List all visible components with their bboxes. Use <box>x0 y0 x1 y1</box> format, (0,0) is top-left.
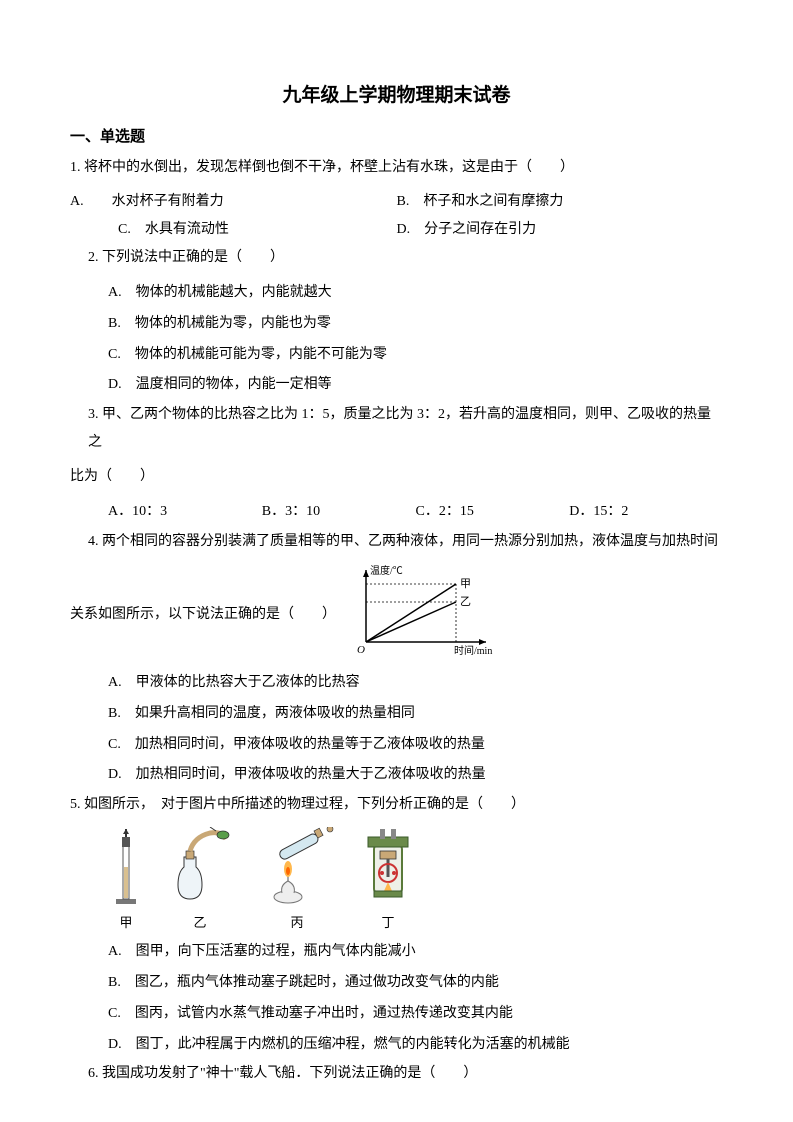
q2-opt-d: D. 温度相同的物体，内能一定相等 <box>70 370 723 401</box>
fig-bing: 丙 <box>258 827 336 931</box>
q5-opt-b: B. 图乙，瓶内气体推动塞子跳起时，通过做功改变气体的内能 <box>70 968 723 999</box>
fig-bing-label: 丙 <box>258 912 336 931</box>
fig-ding-label: 丁 <box>360 912 416 931</box>
q1-num: 1. <box>70 160 81 175</box>
q4-cont: 关系如图所示，以下说法正确的是（ ） <box>70 601 336 629</box>
q3-opt-a: A．10：3 <box>108 497 262 528</box>
fig-yi: 乙 <box>166 827 234 931</box>
fig-yi-label: 乙 <box>166 912 234 931</box>
question-1: 1. 将杯中的水倒出，发现怎样倒也倒不干净，杯壁上沾有水珠，这是由于（ ） <box>70 154 723 182</box>
q5-text: 如图所示， 对于图片中所描述的物理过程，下列分析正确的是（ ） <box>84 797 525 812</box>
q4-opt-b: B. 如果升高相同的温度，两液体吸收的热量相同 <box>70 699 723 730</box>
fig-jia: 甲 <box>110 827 142 931</box>
q6-num: 6. <box>88 1066 99 1081</box>
question-3: 3. 甲、乙两个物体的比热容之比为 1：5，质量之比为 3：2，若升高的温度相同… <box>70 401 723 457</box>
q4-chart: 温度/℃ 时间/min 甲 乙 O <box>346 562 496 668</box>
q2-opt-c: C. 物体的机械能可能为零，内能不可能为零 <box>70 340 723 371</box>
chart-ylabel: 温度/℃ <box>370 564 403 577</box>
q3-opt-c: C．2：15 <box>416 497 570 528</box>
chart-series1: 甲 <box>460 578 471 590</box>
q6-text: 我国成功发射了"神十"载人飞船．下列说法正确的是（ ） <box>102 1066 477 1081</box>
q1-opt-d: D. 分子之间存在引力 <box>397 216 724 244</box>
q3-opt-b: B．3：10 <box>262 497 416 528</box>
q1-options-row1: A. 水对杯子有附着力 B. 杯子和水之间有摩擦力 <box>70 188 723 216</box>
question-4-cont-row: 关系如图所示，以下说法正确的是（ ） 温度/℃ 时间/min 甲 乙 O <box>70 562 723 668</box>
q1-opt-c: C. 水具有流动性 <box>70 216 397 244</box>
q3-options: A．10：3 B．3：10 C．2：15 D．15：2 <box>70 497 723 528</box>
chart-series2: 乙 <box>460 595 471 608</box>
q2-opt-b: B. 物体的机械能为零，内能也为零 <box>70 309 723 340</box>
q2-opt-a: A. 物体的机械能越大，内能就越大 <box>70 278 723 309</box>
q5-num: 5. <box>70 797 81 812</box>
chart-xlabel: 时间/min <box>454 644 492 657</box>
fig-jia-label: 甲 <box>110 912 142 931</box>
q5-figures: 甲 乙 丙 <box>70 827 723 931</box>
fig-ding: 丁 <box>360 827 416 931</box>
q4-num: 4. <box>88 534 99 549</box>
question-2: 2. 下列说法中正确的是（ ） <box>70 244 723 272</box>
q4-opt-d: D. 加热相同时间，甲液体吸收的热量大于乙液体吸收的热量 <box>70 760 723 791</box>
question-3-cont: 比为（ ） <box>70 463 723 491</box>
q4-opt-a: A. 甲液体的比热容大于乙液体的比热容 <box>70 668 723 699</box>
svg-text:O: O <box>357 644 365 656</box>
q3-num: 3. <box>88 407 99 422</box>
question-4: 4. 两个相同的容器分别装满了质量相等的甲、乙两种液体，用同一热源分别加热，液体… <box>70 528 723 556</box>
q4-text: 两个相同的容器分别装满了质量相等的甲、乙两种液体，用同一热源分别加热，液体温度与… <box>102 534 718 549</box>
q5-opt-d: D. 图丁，此冲程属于内燃机的压缩冲程，燃气的内能转化为活塞的机械能 <box>70 1030 723 1061</box>
page-title: 九年级上学期物理期末试卷 <box>70 80 723 107</box>
q1-text: 将杯中的水倒出，发现怎样倒也倒不干净，杯壁上沾有水珠，这是由于（ ） <box>84 160 574 175</box>
q1-options-row2: C. 水具有流动性 D. 分子之间存在引力 <box>70 216 723 244</box>
question-6: 6. 我国成功发射了"神十"载人飞船．下列说法正确的是（ ） <box>70 1060 723 1088</box>
question-5: 5. 如图所示， 对于图片中所描述的物理过程，下列分析正确的是（ ） <box>70 791 723 819</box>
q2-text: 下列说法中正确的是（ ） <box>102 250 284 265</box>
q5-opt-c: C. 图丙，试管内水蒸气推动塞子冲出时，通过热传递改变其内能 <box>70 999 723 1030</box>
q1-opt-b: B. 杯子和水之间有摩擦力 <box>397 188 724 216</box>
q2-num: 2. <box>88 250 99 265</box>
section-header: 一、单选题 <box>70 125 723 146</box>
q4-opt-c: C. 加热相同时间，甲液体吸收的热量等于乙液体吸收的热量 <box>70 730 723 761</box>
q5-opt-a: A. 图甲，向下压活塞的过程，瓶内气体内能减小 <box>70 937 723 968</box>
q3-text: 甲、乙两个物体的比热容之比为 1：5，质量之比为 3：2，若升高的温度相同，则甲… <box>88 407 711 450</box>
q3-opt-d: D．15：2 <box>569 497 723 528</box>
chart-svg: 温度/℃ 时间/min 甲 乙 O <box>346 562 496 657</box>
q1-opt-a: A. 水对杯子有附着力 <box>70 188 397 216</box>
